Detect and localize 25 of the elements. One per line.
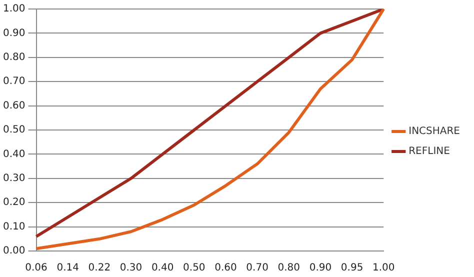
x-tick-label: 0.95 [340, 262, 364, 274]
y-tick-label: 0.20 [3, 197, 26, 208]
x-tick-label: 1.00 [372, 262, 395, 274]
y-tick-label: 0.70 [3, 76, 26, 88]
legend-label: REFLINE [408, 146, 450, 158]
y-tick-label: 0.30 [3, 172, 26, 184]
x-tick-label: 0.60 [214, 262, 237, 274]
x-tick-label: 0.80 [278, 262, 300, 274]
y-tick-label: 0.80 [3, 52, 26, 63]
legend-label: INCSHARE [408, 126, 460, 138]
y-tick-label: 1.00 [3, 4, 26, 15]
y-tick-label: 0.10 [3, 221, 26, 232]
y-tick-label: 0.60 [3, 100, 26, 112]
x-tick-label: 0.40 [151, 262, 174, 274]
x-tick-label: 0.30 [120, 262, 142, 274]
y-tick-label: 0.90 [3, 28, 26, 39]
y-tick-label: 0.40 [3, 148, 26, 160]
x-tick-label: 0.14 [56, 262, 79, 274]
x-tick-label: 0.90 [309, 262, 332, 274]
y-tick-label: 0.00 [3, 246, 26, 257]
x-tick-label: 0.06 [25, 262, 48, 274]
x-tick-label: 0.50 [183, 262, 206, 274]
x-tick-label: 0.22 [88, 262, 111, 274]
y-tick-label: 0.50 [3, 124, 26, 136]
x-tick-label: 0.70 [246, 262, 268, 274]
